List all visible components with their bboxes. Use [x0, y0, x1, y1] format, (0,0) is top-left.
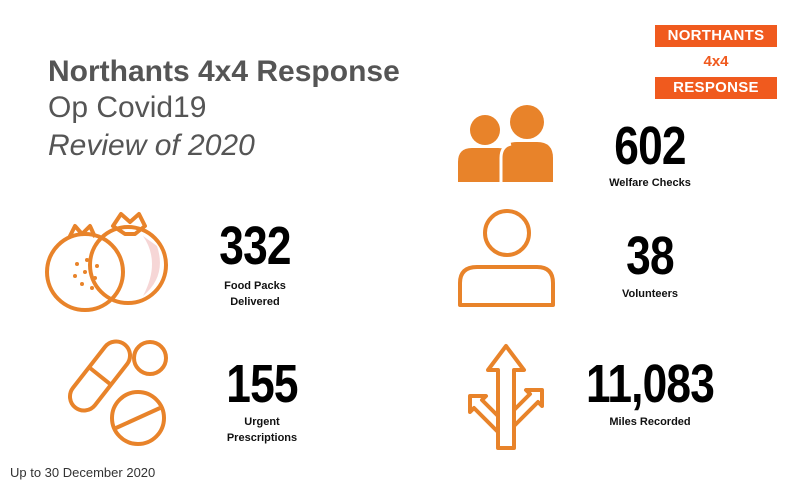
prescriptions-label-2: Prescriptions [226, 432, 298, 444]
prescriptions-value: 155 [226, 354, 298, 414]
page-title: Northants 4x4 Response [48, 55, 400, 88]
logo-line-3: RESPONSE [655, 77, 777, 99]
miles-label: Miles Recorded [609, 416, 691, 428]
food-packs-label-2: Delivered [230, 296, 280, 308]
pills-icon [67, 339, 168, 446]
prescriptions-label-1: Urgent [244, 416, 280, 428]
page-subtitle: Op Covid19 [48, 91, 207, 124]
people-icon [458, 105, 553, 182]
miles-value: 11,083 [585, 354, 715, 414]
road-arrows-icon [468, 344, 544, 450]
person-icon [458, 209, 555, 307]
page-subtitle-italic: Review of 2020 [48, 129, 255, 162]
title-block: Northants 4x4 Response Op Covid19 Review… [48, 54, 400, 166]
welfare-checks-label: Welfare Checks [609, 177, 691, 189]
food-packs-label-1: Food Packs [224, 280, 286, 292]
food-packs-value: 332 [219, 216, 291, 276]
footer-note: Up to 30 December 2020 [10, 465, 156, 480]
fruit-icon [45, 212, 168, 312]
logo-line-2: 4x4 [703, 53, 729, 70]
volunteers-value: 38 [626, 226, 674, 286]
logo-line-1: NORTHANTS [655, 25, 777, 47]
welfare-checks-value: 602 [614, 116, 686, 176]
logo: NORTHANTS 4x4 RESPONSE [655, 25, 777, 100]
volunteers-label: Volunteers [621, 288, 679, 300]
